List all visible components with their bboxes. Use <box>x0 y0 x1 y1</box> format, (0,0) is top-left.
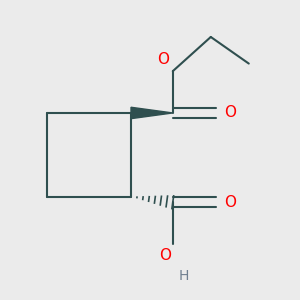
Text: O: O <box>159 248 171 263</box>
Text: O: O <box>157 52 169 68</box>
Polygon shape <box>131 107 173 119</box>
Text: H: H <box>179 269 189 283</box>
Text: O: O <box>224 195 236 210</box>
Text: O: O <box>224 106 236 121</box>
